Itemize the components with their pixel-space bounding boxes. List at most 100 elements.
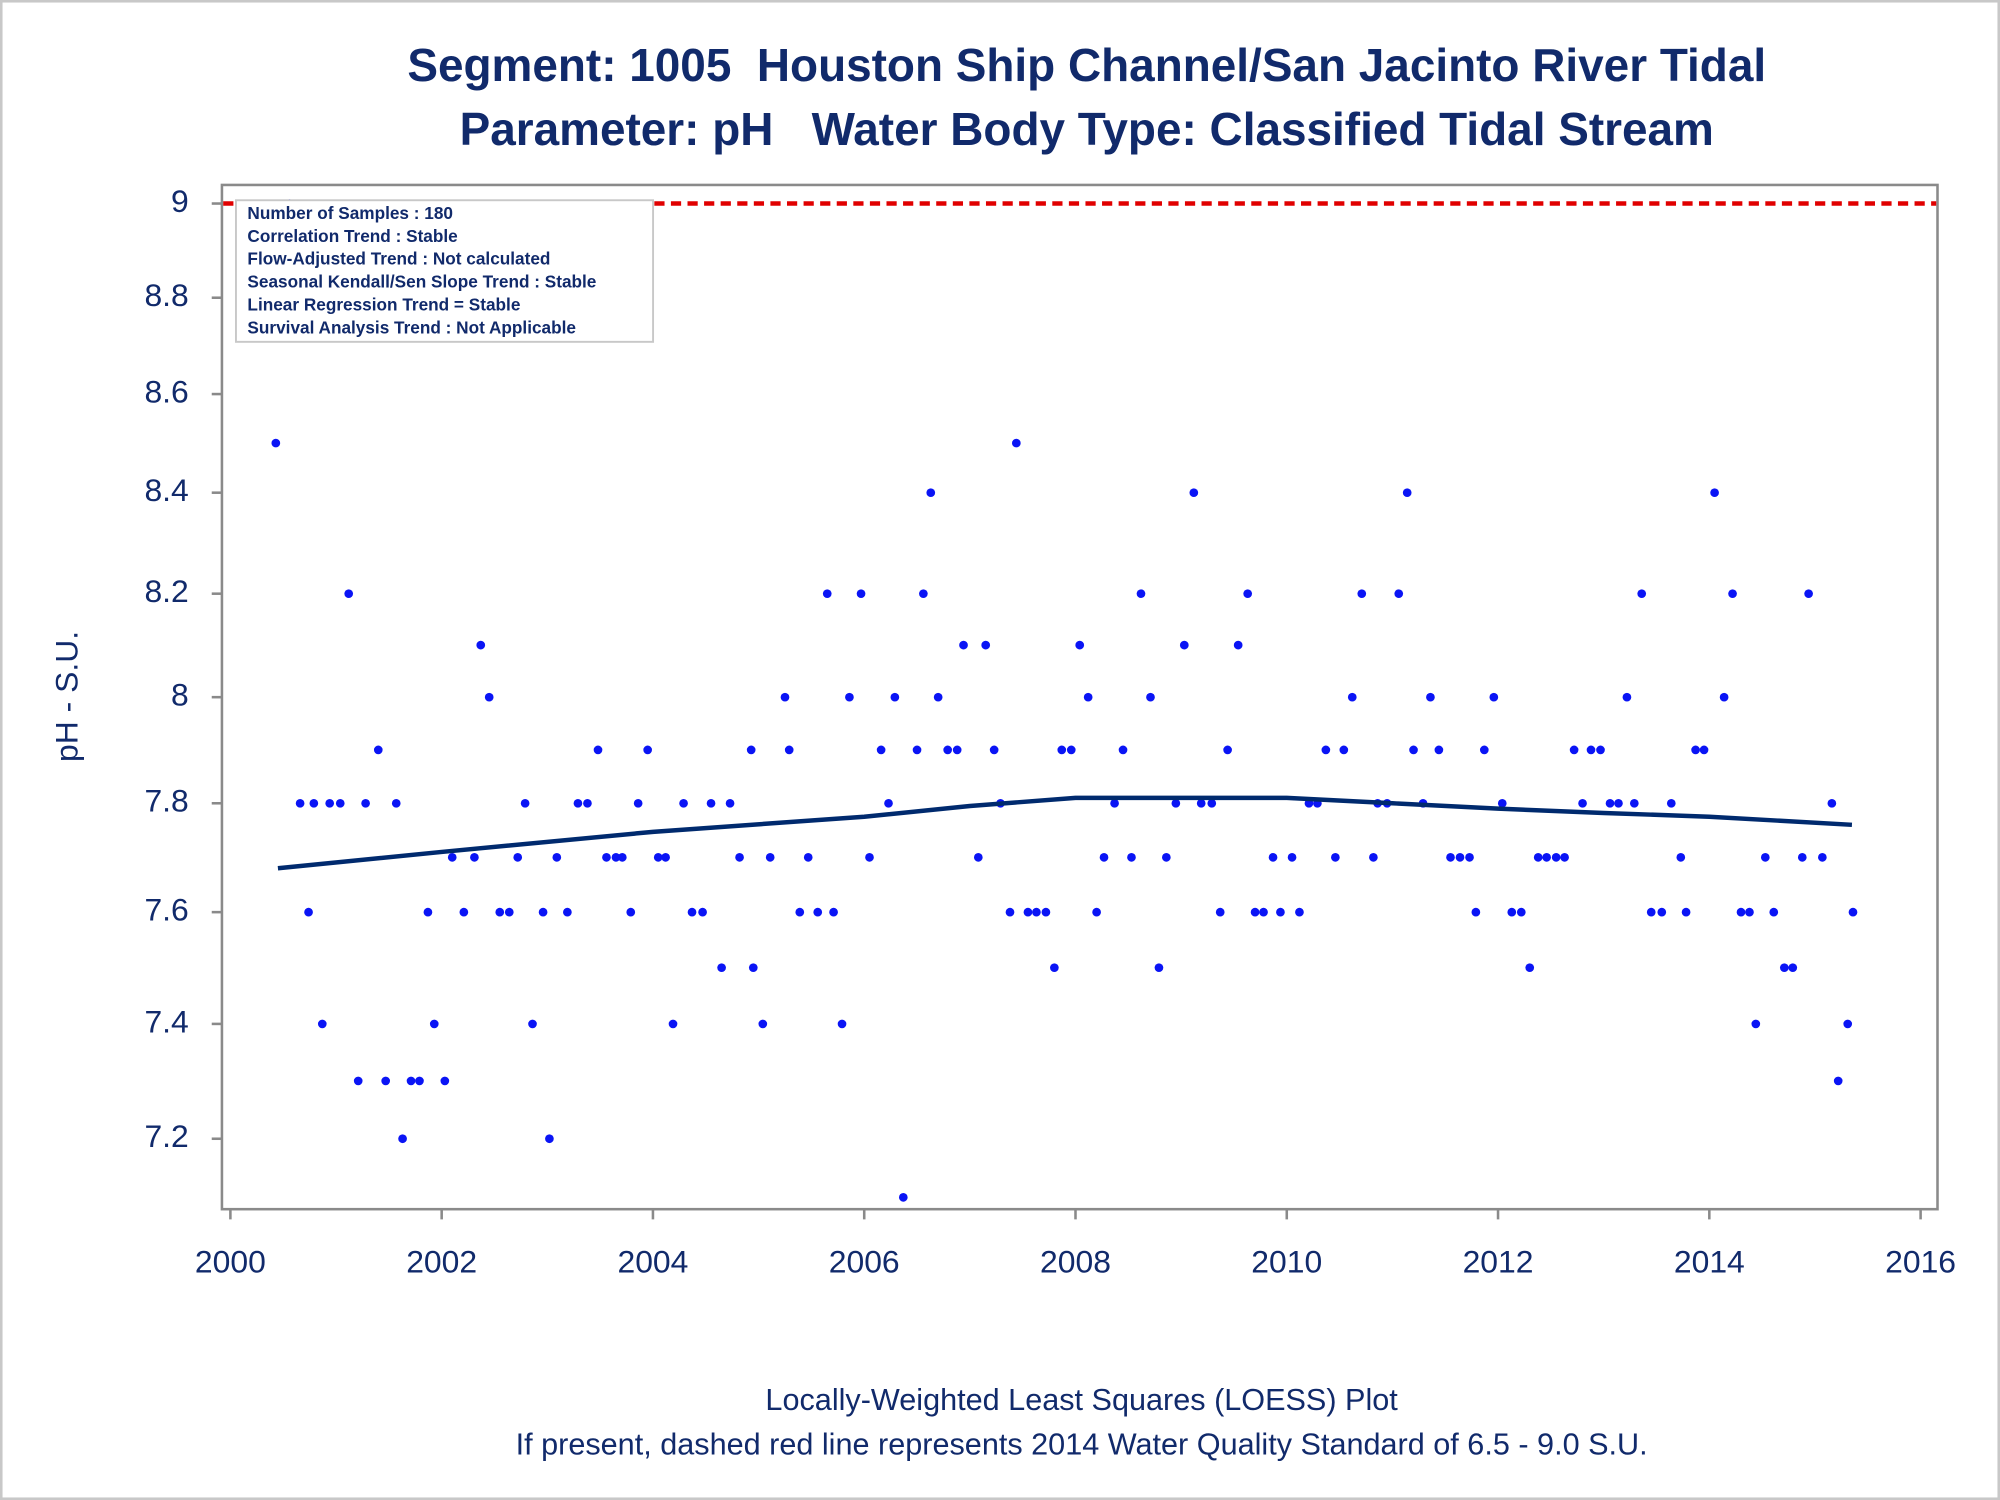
data-point	[1099, 853, 1109, 862]
data-point	[1050, 963, 1059, 972]
data-point	[381, 1076, 391, 1086]
data-point	[325, 798, 335, 808]
data-point	[1196, 798, 1206, 808]
data-point	[520, 798, 530, 808]
data-point	[981, 640, 991, 650]
data-point	[845, 692, 854, 702]
data-point	[513, 853, 523, 862]
data-point	[1110, 798, 1119, 808]
data-point	[344, 589, 354, 599]
data-point	[373, 745, 383, 755]
data-point	[406, 1076, 416, 1086]
chart-subtitle: Parameter: pH Water Body Type: Classifie…	[460, 103, 1714, 155]
footnote: If present, dashed red line represents 2…	[516, 1428, 1648, 1462]
data-point	[1525, 963, 1535, 972]
annotation-text: Correlation Trend : Stable	[247, 226, 457, 246]
data-point	[391, 798, 401, 808]
data-point	[1569, 745, 1579, 755]
data-point	[746, 745, 756, 755]
data-point	[1681, 907, 1691, 917]
data-point	[470, 853, 479, 862]
data-point	[573, 798, 583, 808]
data-point	[1011, 438, 1021, 448]
data-point	[271, 438, 281, 448]
data-point	[1614, 798, 1623, 808]
data-point	[528, 1019, 537, 1029]
y-tick-label: 8.2	[144, 573, 188, 609]
data-point	[1578, 798, 1587, 808]
data-point	[1066, 745, 1076, 755]
data-point	[1797, 853, 1807, 862]
data-point	[552, 853, 562, 862]
data-point	[1154, 963, 1164, 972]
data-point	[1041, 907, 1051, 917]
data-point	[898, 1193, 908, 1202]
data-point	[1446, 853, 1455, 862]
data-point	[1162, 853, 1171, 862]
data-point	[1136, 589, 1146, 599]
data-point	[1276, 907, 1285, 917]
data-point	[611, 853, 621, 862]
data-point	[748, 963, 758, 972]
data-point	[952, 745, 962, 755]
data-point	[1402, 488, 1412, 498]
data-point	[1339, 745, 1349, 755]
y-tick-label: 7.8	[144, 783, 188, 819]
y-tick-label: 9	[171, 183, 189, 219]
data-point	[309, 798, 319, 808]
data-point	[1331, 853, 1340, 862]
data-point	[304, 907, 313, 917]
data-point	[545, 1134, 554, 1144]
data-point	[1710, 488, 1719, 498]
data-point	[1533, 853, 1543, 862]
data-point	[717, 963, 726, 972]
data-point	[1434, 745, 1444, 755]
data-point	[1426, 692, 1435, 702]
data-point	[1657, 907, 1667, 917]
data-point	[538, 907, 548, 917]
data-point	[1268, 853, 1278, 862]
data-point	[661, 853, 670, 862]
data-point	[1728, 589, 1737, 599]
data-point	[1637, 589, 1647, 599]
data-point	[989, 745, 999, 755]
data-point	[1745, 907, 1754, 917]
data-point	[1769, 907, 1779, 917]
data-point	[1075, 640, 1085, 650]
x-tick-label: 2010	[1251, 1243, 1322, 1279]
data-point	[1394, 589, 1404, 599]
data-point	[476, 640, 486, 650]
data-point	[706, 798, 716, 808]
data-point	[1596, 745, 1605, 755]
data-point	[1560, 853, 1569, 862]
data-point	[1629, 798, 1639, 808]
data-point	[1357, 589, 1367, 599]
data-point	[317, 1019, 327, 1029]
data-point	[890, 692, 900, 702]
data-point	[1646, 907, 1656, 917]
data-point	[1369, 853, 1378, 862]
x-tick-label: 2006	[829, 1243, 900, 1279]
data-point	[919, 589, 928, 599]
data-point	[1666, 798, 1676, 808]
data-point	[1409, 745, 1418, 755]
y-tick-label: 8.4	[144, 472, 188, 508]
data-point	[973, 853, 983, 862]
data-point	[926, 488, 936, 498]
y-tick-label: 7.4	[144, 1003, 188, 1039]
data-point	[698, 907, 707, 917]
data-point	[1507, 907, 1517, 917]
data-point	[1779, 963, 1789, 972]
data-point	[912, 745, 922, 755]
data-point	[1497, 798, 1507, 808]
x-tick-label: 2016	[1885, 1243, 1956, 1279]
data-point	[1719, 692, 1729, 702]
data-point	[447, 853, 457, 862]
data-point	[959, 640, 968, 650]
x-tick-label: 2000	[195, 1243, 266, 1279]
data-point	[1243, 589, 1253, 599]
data-point	[1455, 853, 1465, 862]
y-tick-label: 8	[171, 677, 189, 713]
data-point	[795, 907, 805, 917]
